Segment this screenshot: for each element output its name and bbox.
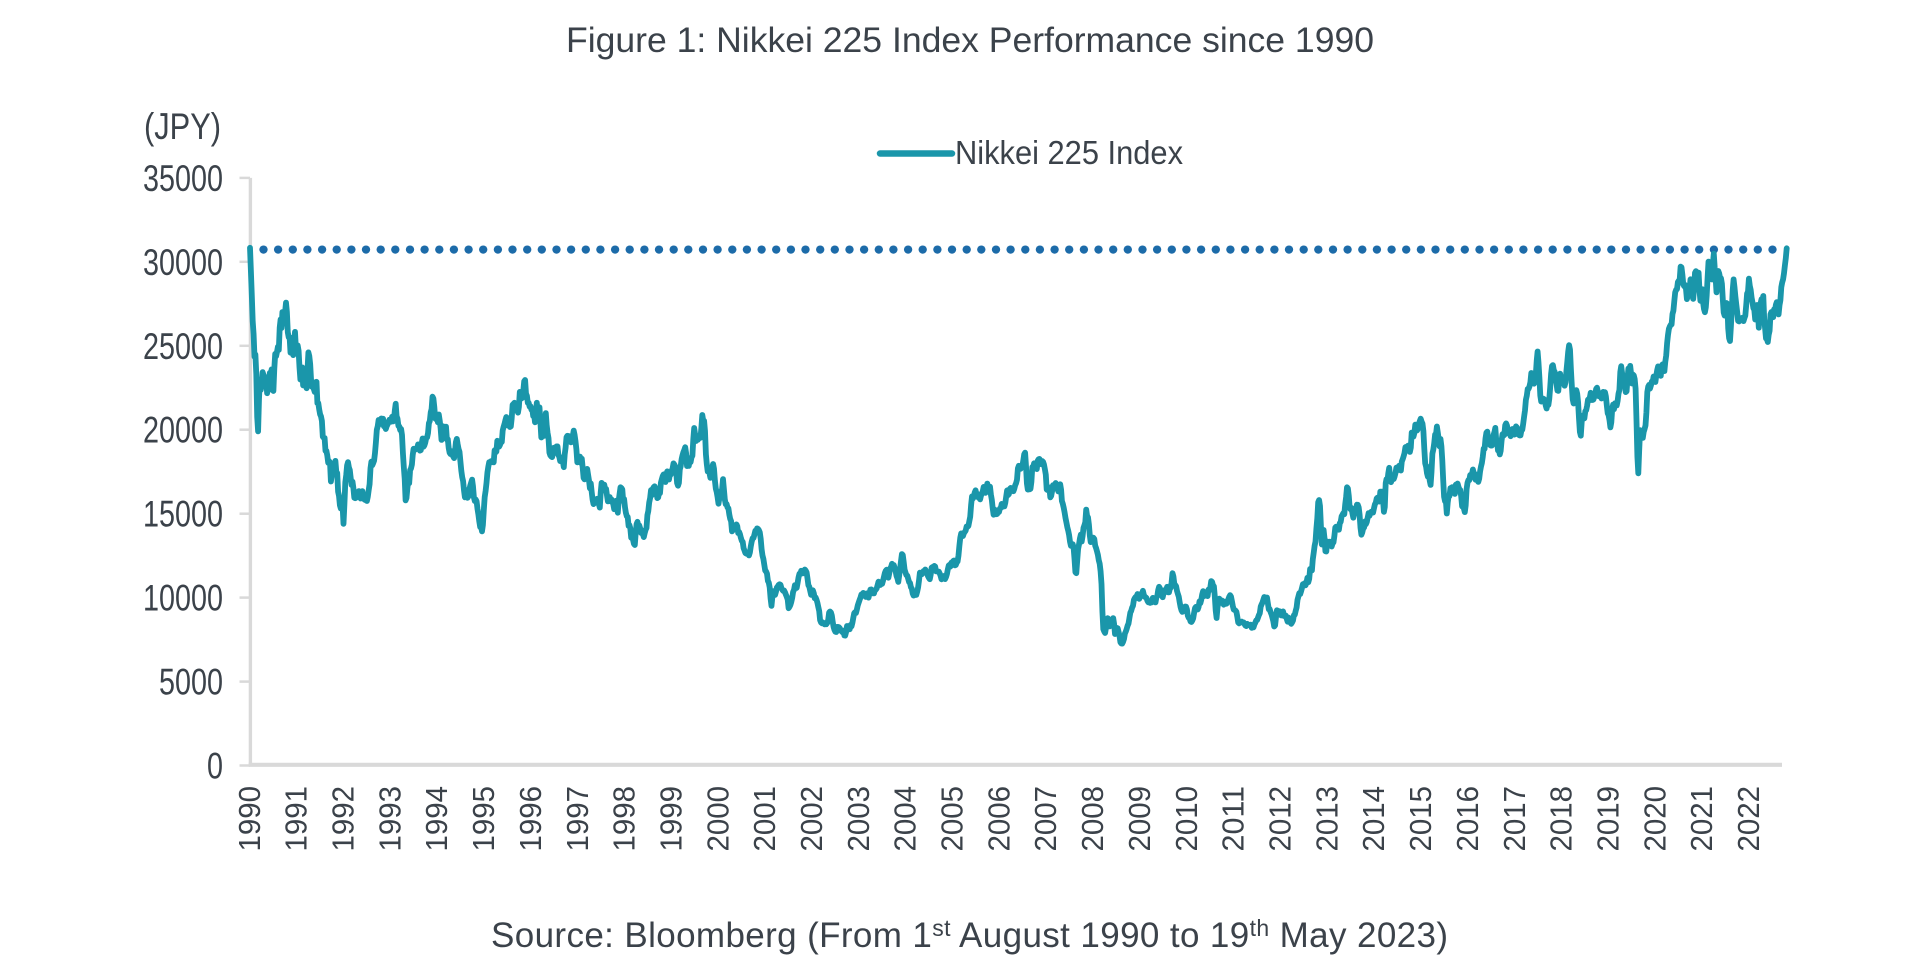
svg-text:Source: Bloomberg (From 1st Au: Source: Bloomberg (From 1st August 1990 … bbox=[491, 915, 1448, 955]
svg-text:20000: 20000 bbox=[143, 410, 223, 451]
svg-text:2002: 2002 bbox=[794, 786, 829, 852]
svg-text:2003: 2003 bbox=[841, 786, 876, 852]
svg-text:2015: 2015 bbox=[1403, 786, 1438, 852]
svg-text:2014: 2014 bbox=[1356, 786, 1391, 852]
svg-text:2022: 2022 bbox=[1731, 786, 1766, 852]
svg-text:2008: 2008 bbox=[1075, 786, 1110, 852]
svg-text:2000: 2000 bbox=[700, 786, 735, 852]
svg-text:2011: 2011 bbox=[1216, 786, 1251, 852]
svg-text:2017: 2017 bbox=[1497, 786, 1532, 852]
svg-text:Figure 1: Nikkei 225 Index Per: Figure 1: Nikkei 225 Index Performance s… bbox=[566, 21, 1374, 60]
svg-text:1994: 1994 bbox=[419, 786, 454, 852]
svg-text:1998: 1998 bbox=[607, 786, 642, 852]
svg-text:25000: 25000 bbox=[143, 326, 223, 367]
svg-text:1990: 1990 bbox=[232, 786, 267, 852]
svg-text:2006: 2006 bbox=[981, 786, 1016, 852]
svg-text:1999: 1999 bbox=[654, 786, 689, 852]
svg-text:2019: 2019 bbox=[1591, 786, 1626, 852]
svg-text:2021: 2021 bbox=[1684, 786, 1719, 852]
svg-text:15000: 15000 bbox=[143, 494, 223, 535]
svg-text:2013: 2013 bbox=[1309, 786, 1344, 852]
svg-text:2012: 2012 bbox=[1263, 786, 1298, 852]
svg-text:2007: 2007 bbox=[1028, 786, 1063, 852]
svg-text:10000: 10000 bbox=[143, 578, 223, 619]
svg-text:1993: 1993 bbox=[372, 786, 407, 852]
svg-text:1995: 1995 bbox=[466, 786, 501, 852]
svg-text:1997: 1997 bbox=[560, 786, 595, 852]
svg-text:2016: 2016 bbox=[1450, 786, 1485, 852]
svg-text:35000: 35000 bbox=[143, 158, 223, 199]
svg-text:2004: 2004 bbox=[888, 786, 923, 852]
svg-text:1992: 1992 bbox=[326, 786, 361, 852]
svg-text:0: 0 bbox=[207, 746, 223, 787]
svg-text:2009: 2009 bbox=[1122, 786, 1157, 852]
svg-text:(JPY): (JPY) bbox=[144, 106, 221, 147]
svg-text:30000: 30000 bbox=[143, 242, 223, 283]
svg-text:1996: 1996 bbox=[513, 786, 548, 852]
svg-text:2020: 2020 bbox=[1637, 786, 1672, 852]
svg-text:1991: 1991 bbox=[279, 786, 314, 852]
svg-text:2005: 2005 bbox=[935, 786, 970, 852]
svg-text:2001: 2001 bbox=[747, 786, 782, 852]
svg-text:2010: 2010 bbox=[1169, 786, 1204, 852]
svg-text:2018: 2018 bbox=[1544, 786, 1579, 852]
svg-text:5000: 5000 bbox=[159, 662, 223, 703]
svg-text:Nikkei 225 Index: Nikkei 225 Index bbox=[955, 134, 1183, 171]
